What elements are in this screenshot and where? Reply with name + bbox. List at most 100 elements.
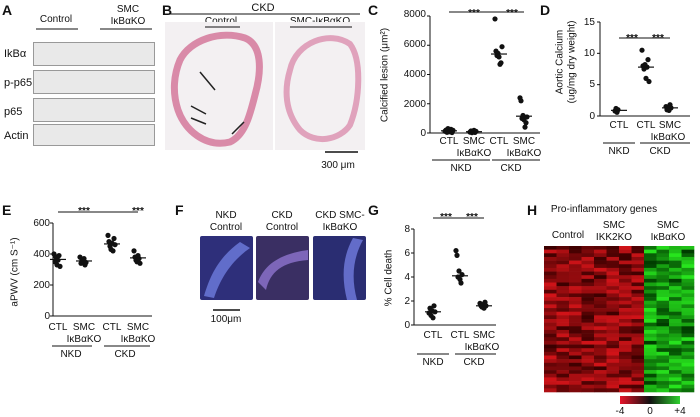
heatmap-cell [681, 304, 695, 309]
heatmap-cell [569, 340, 582, 345]
heatmap-cell [631, 337, 645, 342]
chart-e-ytick-200: 200 [33, 280, 50, 291]
heatmap-cell [606, 249, 620, 254]
heatmap-cell [556, 362, 570, 367]
heatmap-cell [581, 246, 595, 250]
heatmap-cell [631, 308, 645, 312]
heatmap-cell [556, 304, 570, 309]
heatmap-cell [619, 388, 632, 393]
heatmap-cell [669, 377, 682, 382]
heatmap-cell [619, 373, 632, 378]
heatmap-cell [681, 366, 695, 371]
heatmap-cell [569, 377, 582, 382]
heatmap-cell [569, 278, 582, 283]
heatmap-cell [544, 329, 557, 334]
heatmap-cell [681, 381, 695, 385]
heatmap-cell [669, 311, 682, 316]
chart-c-sig-2: *** [506, 8, 518, 19]
heatmap-cell [544, 308, 557, 312]
panel-letter-f: F [175, 202, 184, 218]
heatmap-cell [569, 319, 582, 323]
fluor-label-3a: CKD SMC- [315, 210, 365, 221]
heatmap-cell [594, 297, 607, 302]
heatmap-cell [631, 329, 645, 334]
chart-e-point [55, 257, 61, 263]
heatmap-cell [619, 340, 632, 345]
heatmap-cell [581, 340, 595, 345]
heatmap-cell [644, 362, 657, 367]
chart-e-point [131, 248, 137, 254]
fluor-label-2a: CKD [271, 210, 293, 221]
blot-band-pp65 [33, 70, 155, 94]
heatmap-cell [644, 264, 657, 269]
heatmap-cell [569, 300, 582, 305]
chart-e-ytick-600: 600 [33, 218, 50, 229]
heatmap-cell [581, 370, 595, 375]
heatmap-cell [681, 293, 695, 298]
heatmap-cell [556, 348, 570, 353]
heatmap-cell [656, 337, 670, 342]
heatmap-cell [594, 282, 607, 287]
chart-g-ytick-2: 2 [404, 296, 410, 307]
heatmap-cell [544, 304, 557, 309]
chart-c-sig-1: *** [468, 8, 480, 19]
heatmap-cell [619, 315, 632, 320]
heatmap-cell [544, 370, 557, 375]
heatmap-cell [581, 329, 595, 334]
blot-row-ikba: IkBα [4, 48, 27, 60]
heatmap-cell [656, 267, 670, 272]
chart-c-group-ckd: CKD [500, 163, 522, 174]
heatmap-cell [619, 348, 632, 353]
heatmap-cell [644, 246, 657, 250]
heatmap-cell [619, 300, 632, 305]
heatmap-cell [606, 300, 620, 305]
heatmap-cell [581, 275, 595, 280]
heatmap-cell [619, 278, 632, 283]
heatmap-cell [619, 333, 632, 338]
heatmap-cell [594, 362, 607, 367]
heatmap-cell [644, 370, 657, 375]
heatmap-cell [656, 286, 670, 291]
heatmap-cell [644, 293, 657, 298]
chart-c-ytick-4000: 4000 [403, 69, 426, 80]
chart-e [50, 211, 152, 317]
heatmap-cell [619, 275, 632, 280]
heatmap-cell [544, 271, 557, 276]
heatmap-cell [556, 337, 570, 342]
heatmap-cell [644, 381, 657, 385]
chart-e-group-nkd: NKD [60, 349, 82, 360]
heatmap-cell [544, 322, 557, 327]
heatmap-cell [619, 337, 632, 342]
heatmap-cell [619, 362, 632, 367]
heatmap-cell [656, 333, 670, 338]
heatmap-cell [656, 311, 670, 316]
chart-g-ko: IκBαKO [464, 342, 500, 353]
heatmap-cell [606, 322, 620, 327]
heatmap-cell [619, 264, 632, 269]
heatmap-cell [606, 370, 620, 375]
heatmap-cell [619, 355, 632, 360]
heatmap-cell [556, 286, 570, 291]
heatmap-cell [669, 275, 682, 280]
heatmap-cell [644, 315, 657, 320]
chart-c-point [492, 16, 498, 22]
heatmap-cell [669, 278, 682, 283]
heatmap-cell [594, 322, 607, 327]
heatmap-cell [656, 329, 670, 334]
heatmap-cell [656, 264, 670, 269]
heatmap-cell [594, 315, 607, 320]
heatmap-cell [669, 373, 682, 378]
chart-e-xtick-3: CTL [102, 322, 122, 333]
heatmap-cell [656, 322, 670, 327]
heatmap-cell [656, 315, 670, 320]
heatmap-cell [656, 348, 670, 353]
fluor-image-ckd-ko [313, 236, 366, 300]
chart-c-group-nkd: NKD [450, 163, 472, 174]
blot-group-ko: IκBαKO [110, 16, 146, 27]
heatmap-cell [619, 286, 632, 291]
heatmap-cell [569, 253, 582, 258]
heatmap-cell [619, 329, 632, 334]
heatmap-cell [631, 340, 645, 345]
heatmap-cell [656, 297, 670, 302]
